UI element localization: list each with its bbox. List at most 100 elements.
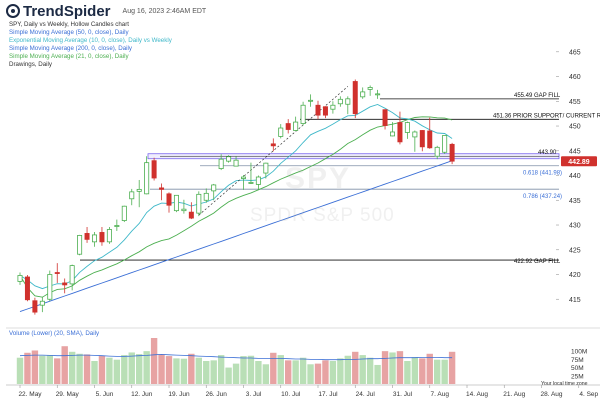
volume-bar xyxy=(158,354,165,384)
last-price-badge xyxy=(561,156,597,167)
volume-bar xyxy=(31,350,39,384)
volume-tick-label: 25M xyxy=(571,373,584,380)
volume-bar xyxy=(389,352,396,384)
x-tick-label: 19. Jun xyxy=(168,391,190,398)
candle-body xyxy=(92,234,98,243)
last-price-label: 442.89 xyxy=(568,159,590,166)
candle-body xyxy=(285,123,291,130)
volume-bar xyxy=(136,354,143,384)
x-tick-label: 28. Aug xyxy=(540,391,562,398)
legend-drawings[interactable]: Drawings, Daily xyxy=(9,61,52,68)
candle-body xyxy=(255,176,261,185)
volume-bar xyxy=(352,351,359,384)
x-tick-label: 7. Aug xyxy=(431,391,450,398)
candle-body xyxy=(159,187,165,190)
candle-body xyxy=(233,159,239,167)
x-tick-label: 22. May xyxy=(18,391,42,398)
candle-body xyxy=(54,272,60,274)
volume-bar xyxy=(270,352,277,384)
level-label: 443.90 xyxy=(538,150,557,156)
candle-body xyxy=(367,87,373,90)
candle-body xyxy=(39,300,45,306)
level-label: 422.92 GAP FILL xyxy=(514,259,561,265)
volume-bar xyxy=(150,338,158,384)
candle-body xyxy=(218,158,224,169)
candle-body xyxy=(270,143,276,147)
candle-body xyxy=(166,193,172,206)
volume-bar xyxy=(24,352,31,384)
candle-body xyxy=(17,275,23,282)
legend-volume[interactable]: Volume (Lower) (20, SMA), Daily xyxy=(9,330,100,337)
watermark-name: SPDR S&P 500 xyxy=(250,205,395,226)
candle-body xyxy=(181,208,187,212)
x-tick-label: 10. Jul xyxy=(281,391,301,398)
volume-bar xyxy=(359,355,366,384)
candle-body xyxy=(360,91,366,98)
x-tick-label: 31. Jul xyxy=(393,391,413,398)
volume-bar xyxy=(366,357,374,384)
volume-bar xyxy=(165,356,173,384)
candle-body xyxy=(151,160,157,179)
volume-bar xyxy=(285,360,292,384)
y-tick-label: 465 xyxy=(569,49,581,56)
volume-bar xyxy=(419,358,426,384)
x-tick-label: 5. Jun xyxy=(96,391,114,398)
y-tick-label: 435 xyxy=(569,198,581,205)
volume-bar xyxy=(240,356,247,384)
volume-bar xyxy=(262,364,270,384)
candle-body xyxy=(121,205,127,221)
candle-body xyxy=(322,106,328,116)
volume-bar xyxy=(91,361,98,384)
volume-bar xyxy=(98,355,106,384)
y-tick-label: 430 xyxy=(569,223,581,230)
candle-body xyxy=(62,282,68,286)
volume-bar xyxy=(128,352,135,384)
candle-body xyxy=(136,188,142,192)
legend-price[interactable]: SPY, Daily vs Weekly, Hollow Candles cha… xyxy=(9,21,130,28)
level-label: 451.36 PRIOR SUPPORT/ CURRENT RESISTANCE xyxy=(493,113,600,119)
legend-sma50[interactable]: Simple Moving Average (50, 0, close), Da… xyxy=(9,29,129,36)
candle-body xyxy=(77,235,83,255)
volume-bar xyxy=(426,353,433,384)
logo-icon xyxy=(6,4,20,18)
volume-bar xyxy=(322,360,329,384)
volume-bar xyxy=(344,355,351,384)
candle-body xyxy=(240,176,246,179)
legend-sma21[interactable]: Simple Moving Average (21, 0, close), Da… xyxy=(9,53,129,60)
volume-bar xyxy=(39,355,46,384)
candle-body xyxy=(106,229,112,243)
candle-body xyxy=(47,274,53,300)
volume-bar xyxy=(188,353,195,384)
candle-body xyxy=(173,194,179,212)
volume-bar xyxy=(411,357,419,384)
candle-body xyxy=(300,104,306,124)
volume-bar xyxy=(232,363,240,384)
legend-ema10[interactable]: Exponential Moving Average (10, 0, close… xyxy=(9,37,172,44)
y-tick-label: 425 xyxy=(569,247,581,254)
x-tick-label: 12. Jun xyxy=(131,391,153,398)
candle-body xyxy=(419,130,425,148)
candle-body xyxy=(330,104,336,110)
volume-bar xyxy=(307,364,314,384)
volume-bar xyxy=(448,351,456,384)
candle-body xyxy=(449,143,455,162)
candle-body xyxy=(24,276,30,301)
volume-bar xyxy=(210,360,217,384)
volume-bar xyxy=(106,357,113,384)
legend-sma200[interactable]: Simple Moving Average (200, 0, close), D… xyxy=(9,45,133,52)
candle-body xyxy=(263,162,269,174)
volume-bar xyxy=(299,357,307,384)
candle-body xyxy=(293,121,299,131)
y-tick-label: 415 xyxy=(569,297,581,304)
volume-bar xyxy=(61,346,68,384)
candle-body xyxy=(315,104,321,116)
candle-body xyxy=(32,300,38,313)
x-tick-label: 26. Jun xyxy=(206,391,228,398)
volume-bar xyxy=(247,355,255,384)
candle-body xyxy=(114,225,120,227)
volume-bar xyxy=(329,361,337,384)
candle-body xyxy=(404,122,410,133)
timestamp: Aug 16, 2023 2:46AM EDT xyxy=(122,7,207,15)
